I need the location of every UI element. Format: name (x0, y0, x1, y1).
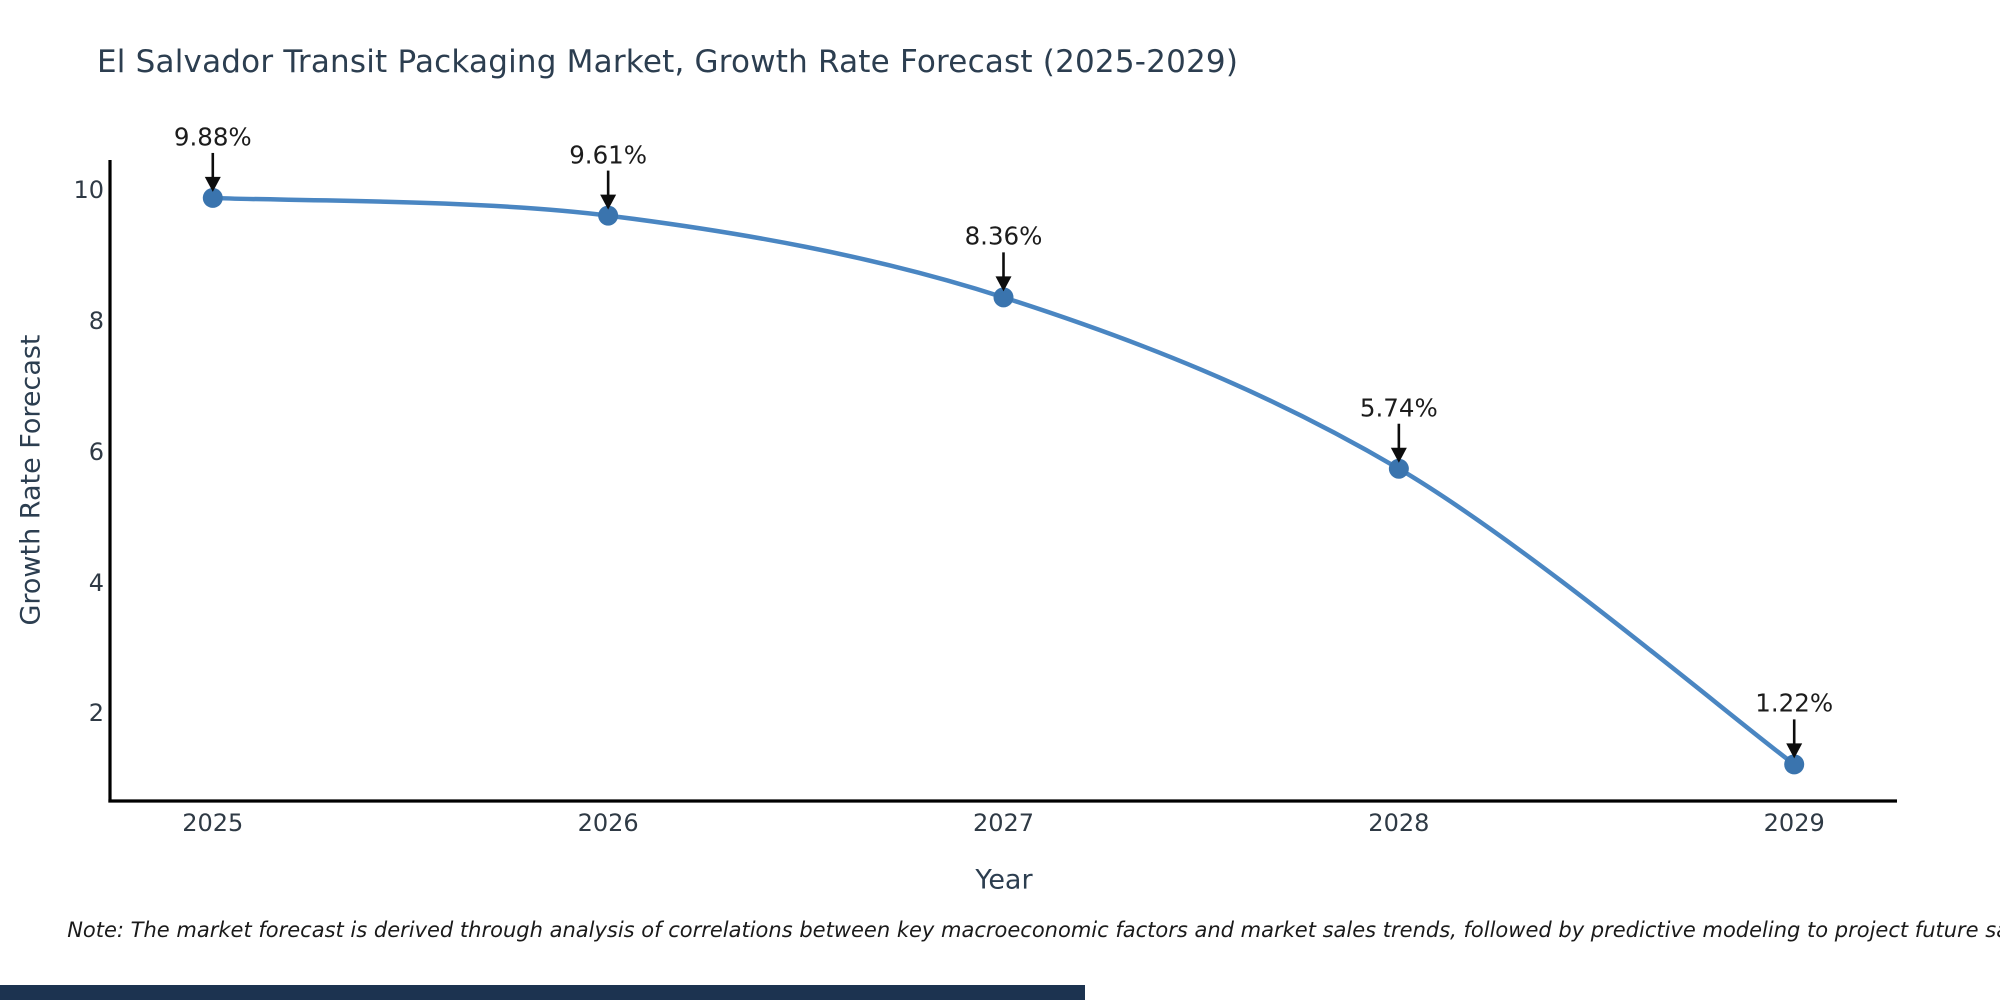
data-point-marker (598, 205, 619, 226)
data-point-marker (1388, 458, 1409, 479)
data-point-label: 5.74% (1359, 393, 1438, 423)
data-point-label: 8.36% (964, 221, 1043, 251)
annotation-arrow-head (995, 276, 1012, 292)
data-point-label: 9.88% (173, 122, 252, 152)
data-point-marker (993, 287, 1014, 308)
footnote: Note: The market forecast is derived thr… (67, 918, 2000, 942)
y-tick-label: 4 (88, 568, 104, 597)
data-point-label: 9.61% (569, 140, 648, 170)
x-tick-label: 2026 (577, 809, 639, 837)
annotation-arrow-head (1786, 743, 1803, 759)
y-tick-label: 8 (88, 306, 104, 335)
x-tick-label: 2025 (182, 809, 244, 837)
x-tick-label: 2027 (972, 809, 1035, 837)
y-tick-label: 6 (88, 437, 104, 466)
trend-line (210, 195, 1797, 767)
data-point-marker (1784, 754, 1805, 775)
y-tick-label: 2 (88, 699, 104, 728)
annotation-arrow-head (204, 176, 221, 192)
y-tick-label: 10 (73, 176, 104, 205)
x-tick-label: 2028 (1368, 809, 1430, 837)
data-point-label: 1.22% (1755, 688, 1834, 718)
annotation-arrow-head (600, 194, 617, 210)
chart-title: El Salvador Transit Packaging Market, Gr… (97, 44, 1239, 80)
data-point-marker (202, 187, 223, 208)
bottom-bar (0, 985, 1085, 1000)
x-axis-label: Year (975, 864, 1033, 896)
annotation-arrow-head (1390, 447, 1407, 463)
x-tick-label: 2029 (1763, 809, 1825, 837)
